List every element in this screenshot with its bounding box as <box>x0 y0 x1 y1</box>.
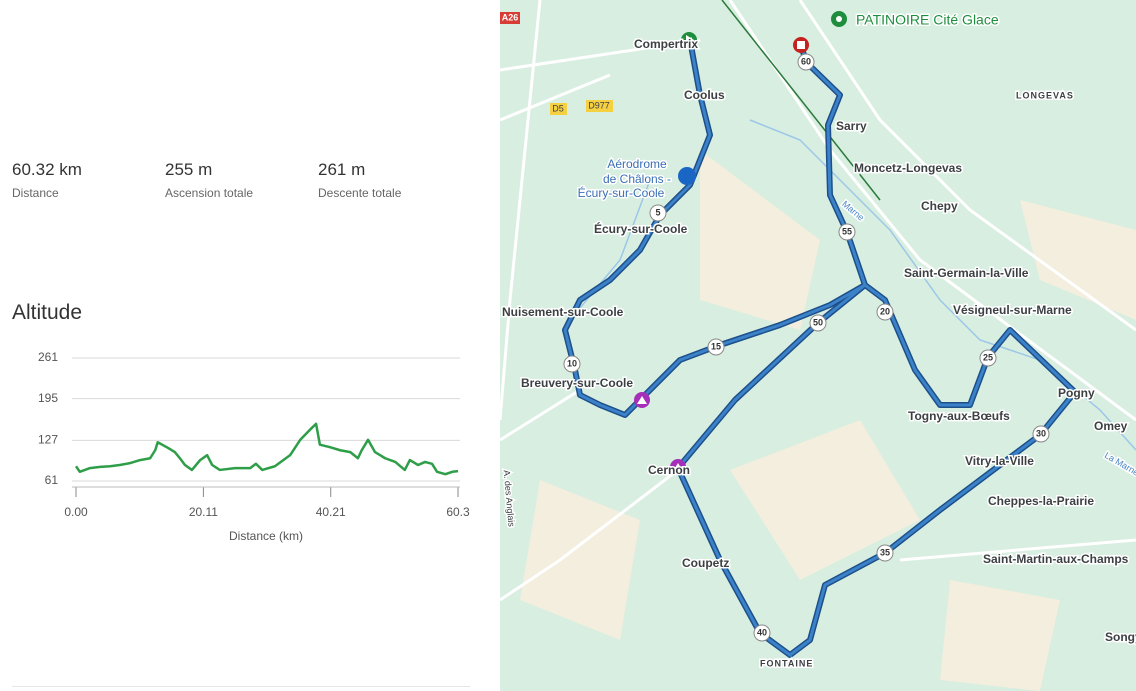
y-tick-label: 61 <box>45 473 59 487</box>
stat-label: Ascension totale <box>165 186 254 200</box>
place-label: Vitry-la-Ville <box>965 454 1034 468</box>
place-label: Cernon <box>648 463 690 477</box>
place-label: FONTAINE <box>760 658 813 668</box>
place-label: Chepy <box>921 199 958 213</box>
place-label: Omey <box>1094 419 1128 433</box>
road-label: D5 <box>552 103 564 113</box>
x-tick-label: 20.11 <box>189 505 218 519</box>
place-label: Vésigneul-sur-Marne <box>953 303 1072 317</box>
divider <box>12 686 470 687</box>
fields <box>520 150 1136 691</box>
km-marker: 50 <box>813 317 823 327</box>
rivers <box>569 119 1136 451</box>
place-label: PATINOIRE Cité Glace <box>856 12 999 28</box>
altitude-chart: Distance (km) 61 127 195 261 0.00 20.11 40.21 6… <box>38 350 470 543</box>
place-label: Coolus <box>684 88 725 102</box>
place-label: de Châlons - <box>603 172 671 186</box>
place-label: Écury-sur-Coole <box>578 185 665 200</box>
km-marker: 20 <box>880 306 890 316</box>
place-label: Nuisement-sur-Coole <box>502 305 624 319</box>
km-marker: 25 <box>983 352 993 362</box>
x-tick-label: 40.21 <box>316 505 346 519</box>
x-tick-label: 0.00 <box>64 505 88 519</box>
road-badges: A26 D5 D977 <box>500 12 613 115</box>
x-axis-label: Distance (km) <box>229 529 303 543</box>
place-label: Breuvery-sur-Coole <box>521 376 633 390</box>
place-label: LONGEVAS <box>1016 90 1074 100</box>
place-label: Togny-aux-Bœufs <box>908 409 1010 423</box>
route-icons <box>634 11 847 475</box>
stat: 255 m Ascension totale <box>165 160 253 200</box>
km-marker: 30 <box>1036 428 1046 438</box>
place-label: Coupetz <box>682 556 729 570</box>
place-label: Songy <box>1105 630 1136 644</box>
x-tick-label: 60.3 <box>446 505 470 519</box>
km-markers: 5 10 15 20 25 30 35 40 50 55 60 <box>563 53 1050 642</box>
km-marker: 60 <box>801 56 811 66</box>
place-label: Aérodrome <box>607 157 667 171</box>
stat-value: 60.32 km <box>12 160 82 179</box>
route-panel: 60.32 km Distance 255 m Ascension totale… <box>0 0 500 691</box>
y-tick-label: 195 <box>38 391 58 405</box>
roads <box>500 0 1136 602</box>
km-marker: 55 <box>842 226 852 236</box>
place-label: Pogny <box>1058 386 1095 400</box>
km-marker: 5 <box>655 207 660 217</box>
stat: 261 m Descente totale <box>318 160 401 200</box>
place-label: Compertrix <box>634 37 698 51</box>
road-label: D977 <box>588 100 610 110</box>
route <box>563 39 1077 657</box>
altitude-line <box>74 422 459 476</box>
road-label: A26 <box>502 12 519 22</box>
place-label: Écury-sur-Coole <box>594 221 688 236</box>
y-tick-label: 127 <box>38 433 58 447</box>
stat-value: 255 m <box>165 160 213 179</box>
km-marker: 15 <box>711 341 721 351</box>
stat-label: Distance <box>12 186 59 200</box>
place-label: Moncetz-Longevas <box>854 161 962 175</box>
stat-value: 261 m <box>318 160 366 179</box>
stat: 60.32 km Distance <box>12 160 82 200</box>
y-tick-label: 261 <box>38 350 58 364</box>
stat-label: Descente totale <box>318 186 402 200</box>
km-marker: 40 <box>757 627 767 637</box>
km-marker: 35 <box>880 547 890 557</box>
chart-title: Altitude <box>12 301 83 324</box>
map[interactable]: 5 10 15 20 25 30 35 40 50 55 60 A26 D5 D… <box>500 0 1136 691</box>
km-marker: 10 <box>567 358 577 368</box>
power-line <box>721 0 881 201</box>
place-label: Saint-Germain-la-Ville <box>904 266 1029 280</box>
place-label: Cheppes-la-Prairie <box>988 494 1094 508</box>
place-label: Saint-Martin-aux-Champs <box>983 552 1129 566</box>
place-label: Sarry <box>836 119 867 133</box>
